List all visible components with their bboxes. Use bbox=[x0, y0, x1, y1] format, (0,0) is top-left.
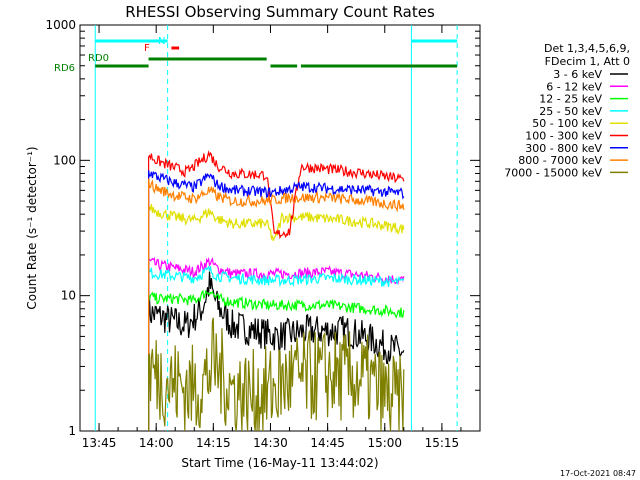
plot-frame bbox=[79, 24, 481, 432]
x-tick-label-6: 15:15 bbox=[425, 436, 460, 450]
legend-label-3: 25 - 50 keV bbox=[539, 105, 602, 118]
legend-label-1: 6 - 12 keV bbox=[546, 80, 602, 93]
vertical-lines bbox=[94, 25, 458, 431]
x-tick-label-5: 15:00 bbox=[367, 436, 402, 450]
legend-header-2: FDecim 1, Att 0 bbox=[545, 55, 630, 68]
series-line-3 bbox=[148, 265, 405, 431]
x-tick-label-3: 14:30 bbox=[253, 436, 288, 450]
series-line-5 bbox=[148, 150, 405, 431]
x-tick-label-0: 13:45 bbox=[82, 436, 117, 450]
legend: Det 1,3,4,5,6,9, FDecim 1, Att 0 3 - 6 k… bbox=[504, 42, 630, 179]
y-tick-label-2: 100 bbox=[53, 153, 76, 167]
night-flag-label: N bbox=[158, 36, 165, 47]
timestamp: 17-Oct-2021 08:47 bbox=[560, 469, 636, 478]
legend-label-0: 3 - 6 keV bbox=[553, 68, 602, 81]
series-group bbox=[148, 150, 405, 432]
x-ticks: 13:45 14:00 14:15 14:30 14:45 15:00 15:15 bbox=[79, 25, 481, 450]
x-tick-label-2: 14:15 bbox=[196, 436, 231, 450]
y-axis-label: Count Rate (s⁻¹ detector⁻¹) bbox=[25, 146, 39, 309]
series-line-2 bbox=[148, 289, 405, 431]
legend-label-5: 100 - 300 keV bbox=[525, 130, 602, 143]
series-line-6 bbox=[148, 170, 405, 431]
series-line-1 bbox=[148, 256, 405, 431]
x-axis-label: Start Time (16-May-11 13:44:02) bbox=[181, 456, 378, 470]
legend-label-8: 7000 - 15000 keV bbox=[504, 166, 602, 179]
y-tick-label-0: 1 bbox=[68, 424, 76, 438]
rd0-label: RD0 bbox=[88, 53, 109, 64]
x-tick-label-4: 14:45 bbox=[310, 436, 345, 450]
series-line-7 bbox=[148, 178, 405, 431]
rd6-label: RD6 bbox=[54, 63, 75, 74]
flag-bars bbox=[95, 39, 458, 68]
y-ticks: 1 10 100 1000 bbox=[45, 18, 480, 438]
y-tick-label-1: 10 bbox=[61, 289, 76, 303]
legend-header-1: Det 1,3,4,5,6,9, bbox=[544, 42, 630, 55]
legend-label-4: 50 - 100 keV bbox=[532, 117, 602, 130]
y-tick-label-3: 1000 bbox=[45, 18, 76, 32]
series-line-8 bbox=[148, 317, 405, 432]
legend-label-2: 12 - 25 keV bbox=[539, 93, 602, 106]
chart-title: RHESSI Observing Summary Count Rates bbox=[125, 3, 435, 21]
legend-label-7: 800 - 7000 keV bbox=[518, 154, 602, 167]
flare-flag-label: F bbox=[144, 43, 150, 54]
series-line-4 bbox=[148, 203, 405, 431]
x-tick-label-1: 14:00 bbox=[139, 436, 174, 450]
legend-label-6: 300 - 800 keV bbox=[525, 142, 602, 155]
series-line-0 bbox=[148, 271, 405, 431]
